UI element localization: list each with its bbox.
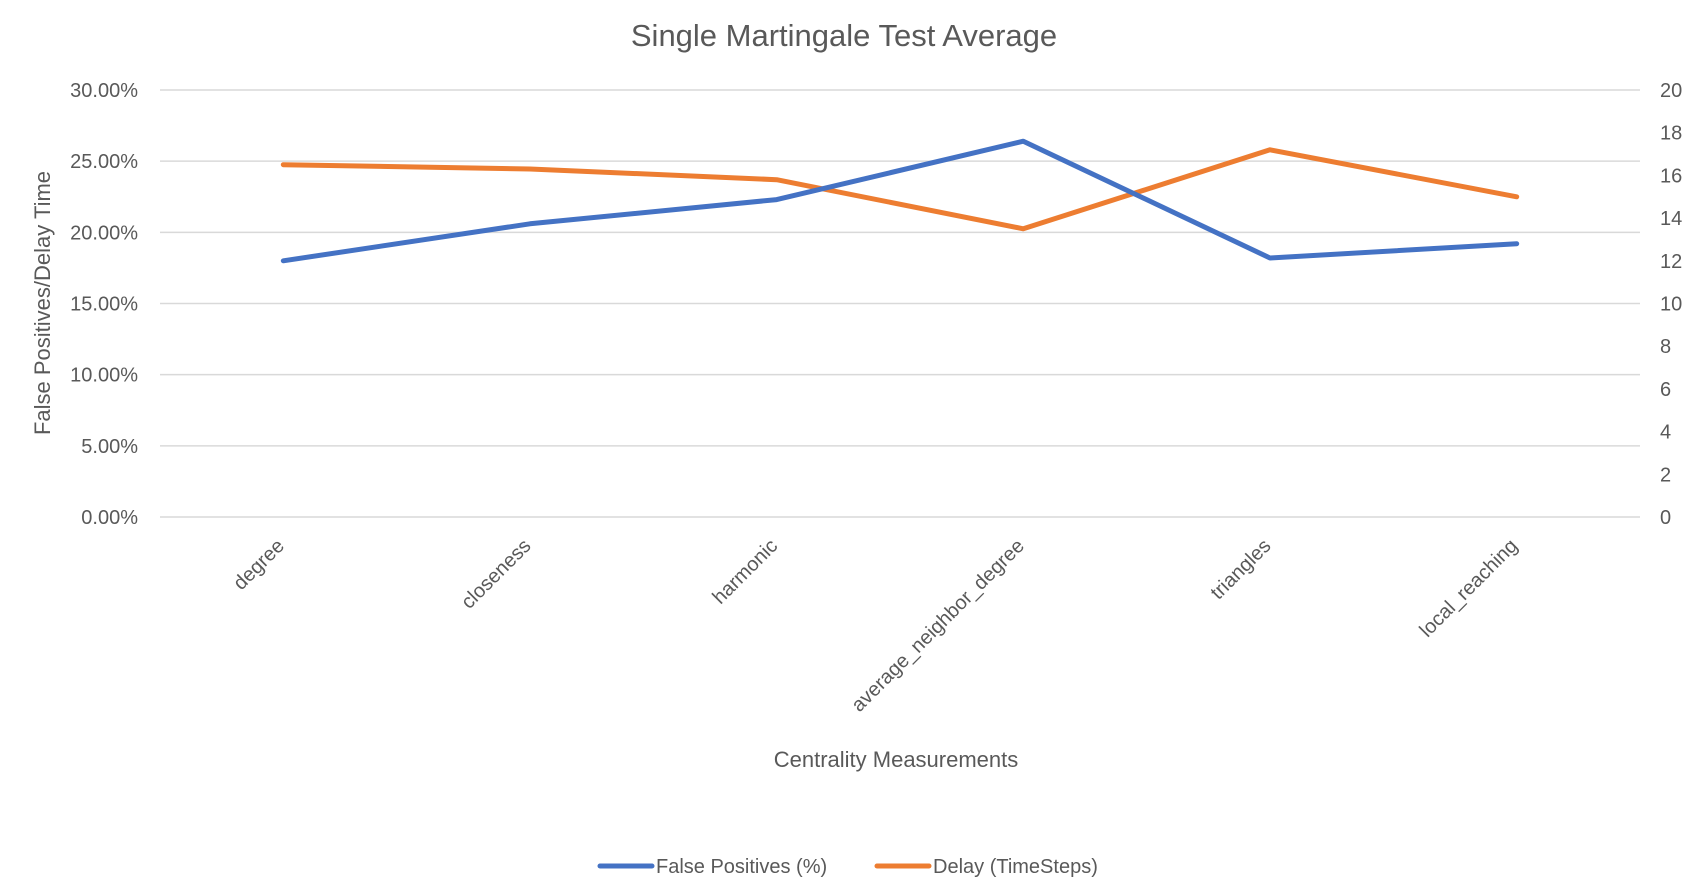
right-tick-label: 0: [1660, 507, 1671, 529]
left-tick-label: 25.00%: [70, 151, 138, 173]
y-axis-title: False Positives/Delay Time: [30, 171, 55, 435]
left-tick-label: 5.00%: [81, 436, 138, 458]
left-tick-label: 0.00%: [81, 507, 138, 529]
x-tick-label: closeness: [457, 535, 535, 613]
right-tick-label: 14: [1660, 208, 1682, 230]
gridlines: [160, 89, 1640, 518]
x-tick-label: local_reaching: [1415, 535, 1522, 642]
legend-label: False Positives (%): [656, 856, 827, 878]
x-tick-label: degree: [229, 535, 289, 595]
right-tick-label: 20: [1660, 80, 1682, 102]
left-tick-label: 20.00%: [70, 222, 138, 244]
right-axis-ticks: 0 2 4 6 8 10 12 14 16 18 20: [1660, 80, 1682, 529]
right-tick-label: 10: [1660, 294, 1682, 316]
right-tick-label: 18: [1660, 123, 1682, 145]
right-tick-label: 8: [1660, 336, 1671, 358]
x-axis-title: Centrality Measurements: [774, 747, 1019, 772]
left-axis-ticks: 0.00% 5.00% 10.00% 15.00% 20.00% 25.00% 30.00%: [70, 80, 138, 529]
right-tick-label: 2: [1660, 464, 1671, 486]
series-line: [280, 138, 1520, 264]
legend: False Positives (%) Delay (TimeSteps): [597, 856, 1098, 878]
x-axis-ticks: degree closeness harmonic average_neighbor_…: [229, 535, 1522, 716]
left-tick-label: 15.00%: [70, 294, 138, 316]
left-tick-label: 30.00%: [70, 80, 138, 102]
right-tick-label: 16: [1660, 165, 1682, 187]
x-tick-label: harmonic: [708, 535, 782, 609]
series-line: [280, 147, 1520, 232]
series-lines: [280, 138, 1520, 264]
x-tick-label: triangles: [1207, 535, 1276, 604]
right-tick-label: 6: [1660, 379, 1671, 401]
left-tick-label: 10.00%: [70, 365, 138, 387]
chart-title: Single Martingale Test Average: [631, 18, 1057, 53]
x-tick-label: average_neighbor_degree: [847, 535, 1028, 716]
right-tick-label: 12: [1660, 251, 1682, 273]
legend-label: Delay (TimeSteps): [933, 856, 1098, 878]
right-tick-label: 4: [1660, 422, 1671, 444]
